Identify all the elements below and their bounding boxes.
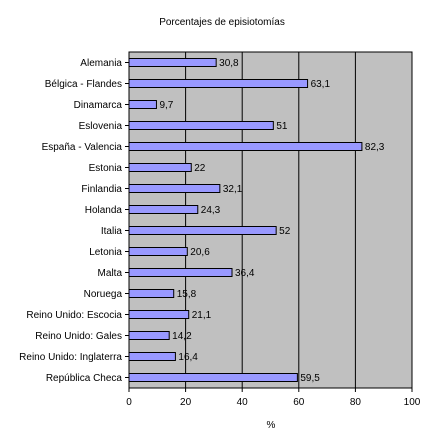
data-label: 15,8 <box>177 289 197 300</box>
category-labels: Alemania Bélgica - Flandes Dinamarca Eslove… <box>19 58 129 384</box>
data-label: 24,3 <box>201 205 221 216</box>
bar <box>128 331 170 340</box>
category-label: Finlandia <box>81 184 122 195</box>
bar <box>128 163 192 172</box>
data-label: 16,4 <box>178 352 198 363</box>
category-label: República Checa <box>46 373 123 384</box>
bar <box>128 373 298 382</box>
data-label: 30,8 <box>219 58 239 69</box>
category-label: Bélgica - Flandes <box>45 79 122 90</box>
data-label: 63,1 <box>311 79 331 90</box>
x-tick-labels: 0 20 40 60 80 100 <box>126 388 421 408</box>
data-label: 14,2 <box>172 331 192 342</box>
gridlines <box>185 52 356 388</box>
category-label: Holanda <box>85 205 123 216</box>
bar <box>128 268 233 277</box>
plot-area <box>128 51 413 389</box>
bar <box>128 310 190 319</box>
bar <box>128 226 277 235</box>
data-label: 36,4 <box>235 268 255 279</box>
category-label: Malta <box>98 268 123 279</box>
category-label: Reino Unido: Escocia <box>26 310 122 321</box>
data-label: 9,7 <box>159 100 173 111</box>
x-tick-label: 80 <box>350 397 362 408</box>
category-label: Noruega <box>84 289 123 300</box>
data-label: 51 <box>276 121 288 132</box>
x-tick-label: 20 <box>180 397 192 408</box>
category-label: España - Valencia <box>42 142 123 153</box>
data-label: 22 <box>194 163 206 174</box>
data-label: 52 <box>279 226 291 237</box>
category-label: Estonia <box>89 163 123 174</box>
bar <box>128 247 188 256</box>
bar <box>128 100 157 109</box>
data-label: 20,6 <box>190 247 210 258</box>
category-label: Reino Unido: Gales <box>35 331 122 342</box>
data-label: 82,3 <box>365 142 385 153</box>
data-label: 21,1 <box>192 310 212 321</box>
data-label: 32,1 <box>223 184 243 195</box>
category-label: Reino Unido: Inglaterra <box>19 352 122 363</box>
x-tick-label: 40 <box>237 397 249 408</box>
bar <box>128 184 221 193</box>
x-tick-label: 100 <box>404 397 421 408</box>
category-label: Letonia <box>89 247 122 258</box>
category-label: Dinamarca <box>74 100 123 111</box>
bar <box>128 205 199 214</box>
bar <box>128 79 309 88</box>
bar <box>128 121 274 130</box>
bar <box>128 352 176 361</box>
chart-title: Porcentajes de episiotomías <box>159 17 285 28</box>
x-tick-label: 0 <box>126 397 132 408</box>
category-label: Eslovenia <box>79 121 123 132</box>
value-labels: 30,8 63,1 9,7 51 82,3 22 32,124,3 52 20,6 36,4 15,… <box>159 58 384 384</box>
category-label: Alemania <box>80 58 122 69</box>
bar <box>128 58 217 67</box>
x-tick-label: 60 <box>293 397 305 408</box>
x-axis-label: % <box>267 420 276 431</box>
bar <box>128 289 175 298</box>
data-label: 59,5 <box>300 373 320 384</box>
category-label: Italia <box>101 226 123 237</box>
bar <box>128 142 363 151</box>
bars <box>128 58 363 382</box>
